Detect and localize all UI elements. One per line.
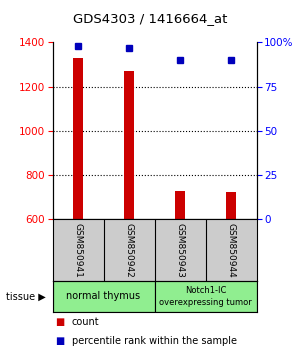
Text: ■: ■ [56,336,65,346]
Text: tissue ▶: tissue ▶ [6,291,46,302]
Bar [52,281,154,312]
Text: GSM850942: GSM850942 [124,223,134,278]
Bar [124,71,134,219]
Text: GSM850941: GSM850941 [74,223,82,278]
Bar [226,192,236,219]
Text: GSM850944: GSM850944 [226,223,236,278]
Text: GDS4303 / 1416664_at: GDS4303 / 1416664_at [73,12,227,25]
Bar [176,191,184,219]
Bar [74,58,82,219]
Text: GSM850943: GSM850943 [176,223,184,278]
Text: count: count [72,318,100,327]
Text: percentile rank within the sample: percentile rank within the sample [72,336,237,346]
Text: normal thymus: normal thymus [66,291,141,302]
Bar [154,281,256,312]
Text: Notch1-IC
overexpressing tumor: Notch1-IC overexpressing tumor [159,286,252,307]
Text: ■: ■ [56,318,65,327]
